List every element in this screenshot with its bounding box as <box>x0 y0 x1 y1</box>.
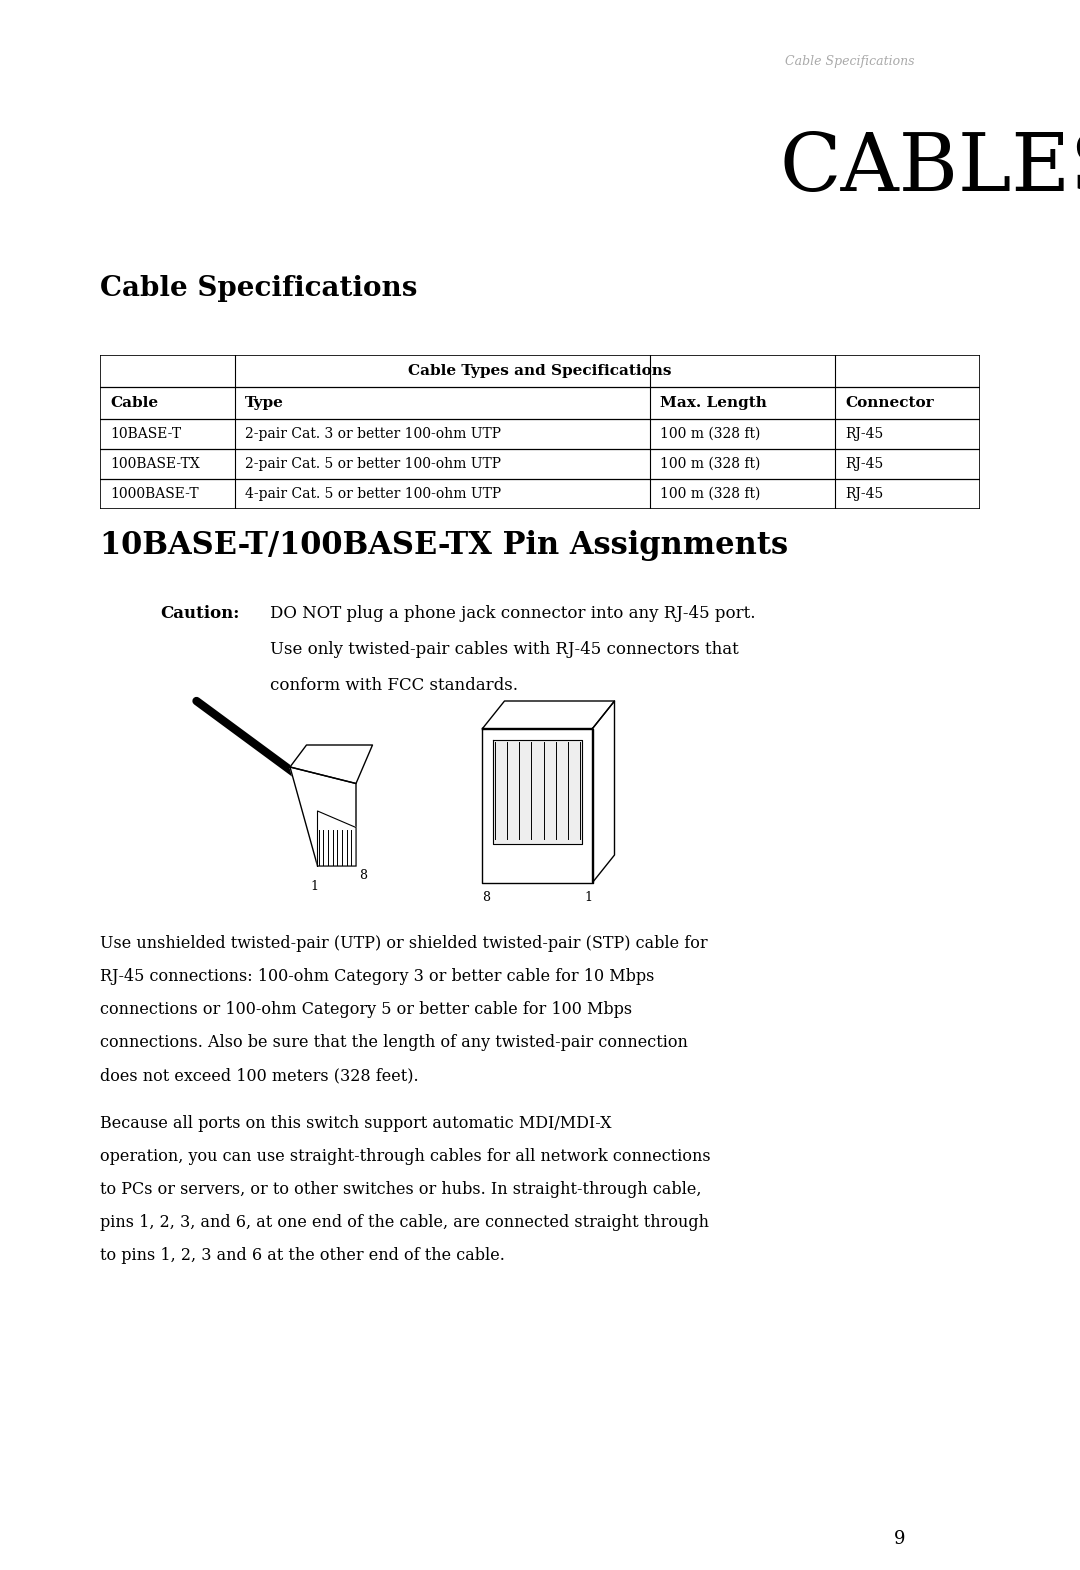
Text: operation, you can use straight-through cables for all network connections: operation, you can use straight-through … <box>100 1148 711 1165</box>
Polygon shape <box>593 700 615 882</box>
Text: 4-pair Cat. 5 or better 100-ohm UTP: 4-pair Cat. 5 or better 100-ohm UTP <box>245 487 501 501</box>
Text: 10BASE-T: 10BASE-T <box>110 427 181 441</box>
Text: Connector: Connector <box>845 396 933 410</box>
Polygon shape <box>483 700 615 728</box>
Text: pins 1, 2, 3, and 6, at one end of the cable, are connected straight through: pins 1, 2, 3, and 6, at one end of the c… <box>100 1214 708 1231</box>
Text: Cable Types and Specifications: Cable Types and Specifications <box>408 364 672 378</box>
Text: connections. Also be sure that the length of any twisted-pair connection: connections. Also be sure that the lengt… <box>100 1035 688 1050</box>
Text: Cable: Cable <box>110 396 158 410</box>
Text: 100 m (328 ft): 100 m (328 ft) <box>660 487 760 501</box>
Text: Cable Specifications: Cable Specifications <box>785 55 915 68</box>
Polygon shape <box>483 728 593 882</box>
Text: RJ-45 connections: 100-ohm Category 3 or better cable for 10 Mbps: RJ-45 connections: 100-ohm Category 3 or… <box>100 969 654 984</box>
Text: Because all ports on this switch support automatic MDI/MDI-X: Because all ports on this switch support… <box>100 1115 611 1132</box>
Text: Use unshielded twisted-pair (UTP) or shielded twisted-pair (STP) cable for: Use unshielded twisted-pair (UTP) or shi… <box>100 936 707 951</box>
Text: 9: 9 <box>894 1531 906 1548</box>
Text: conform with FCC standards.: conform with FCC standards. <box>270 677 518 694</box>
Text: 2-pair Cat. 3 or better 100-ohm UTP: 2-pair Cat. 3 or better 100-ohm UTP <box>245 427 501 441</box>
Text: Max. Length: Max. Length <box>660 396 767 410</box>
Text: DO NOT plug a phone jack connector into any RJ-45 port.: DO NOT plug a phone jack connector into … <box>270 604 756 622</box>
Text: 1000BASE-T: 1000BASE-T <box>110 487 199 501</box>
Text: RJ-45: RJ-45 <box>845 457 883 471</box>
Text: 100BASE-TX: 100BASE-TX <box>110 457 200 471</box>
Text: RJ-45: RJ-45 <box>845 427 883 441</box>
Text: Cable Specifications: Cable Specifications <box>100 275 417 301</box>
Text: 8: 8 <box>483 890 490 904</box>
Text: Type: Type <box>245 396 284 410</box>
Text: 10BASE-T/100BASE-TX Pin Assignments: 10BASE-T/100BASE-TX Pin Assignments <box>100 531 788 560</box>
Text: connections or 100-ohm Category 5 or better cable for 100 Mbps: connections or 100-ohm Category 5 or bet… <box>100 1002 632 1017</box>
Text: 1: 1 <box>311 879 319 893</box>
Text: 8: 8 <box>359 868 367 882</box>
Text: does not exceed 100 meters (328 feet).: does not exceed 100 meters (328 feet). <box>100 1068 419 1083</box>
Polygon shape <box>318 812 356 867</box>
Text: 1: 1 <box>584 890 593 904</box>
Text: CABLES: CABLES <box>780 130 1080 207</box>
Text: 2-pair Cat. 5 or better 100-ohm UTP: 2-pair Cat. 5 or better 100-ohm UTP <box>245 457 501 471</box>
Text: to PCs or servers, or to other switches or hubs. In straight-through cable,: to PCs or servers, or to other switches … <box>100 1181 702 1198</box>
Text: to pins 1, 2, 3 and 6 at the other end of the cable.: to pins 1, 2, 3 and 6 at the other end o… <box>100 1247 504 1264</box>
Text: 100 m (328 ft): 100 m (328 ft) <box>660 457 760 471</box>
Text: Use only twisted-pair cables with RJ-45 connectors that: Use only twisted-pair cables with RJ-45 … <box>270 641 739 658</box>
Polygon shape <box>494 739 581 845</box>
Text: RJ-45: RJ-45 <box>845 487 883 501</box>
Text: 100 m (328 ft): 100 m (328 ft) <box>660 427 760 441</box>
Text: Caution:: Caution: <box>160 604 240 622</box>
Polygon shape <box>291 746 373 783</box>
Polygon shape <box>291 768 356 867</box>
